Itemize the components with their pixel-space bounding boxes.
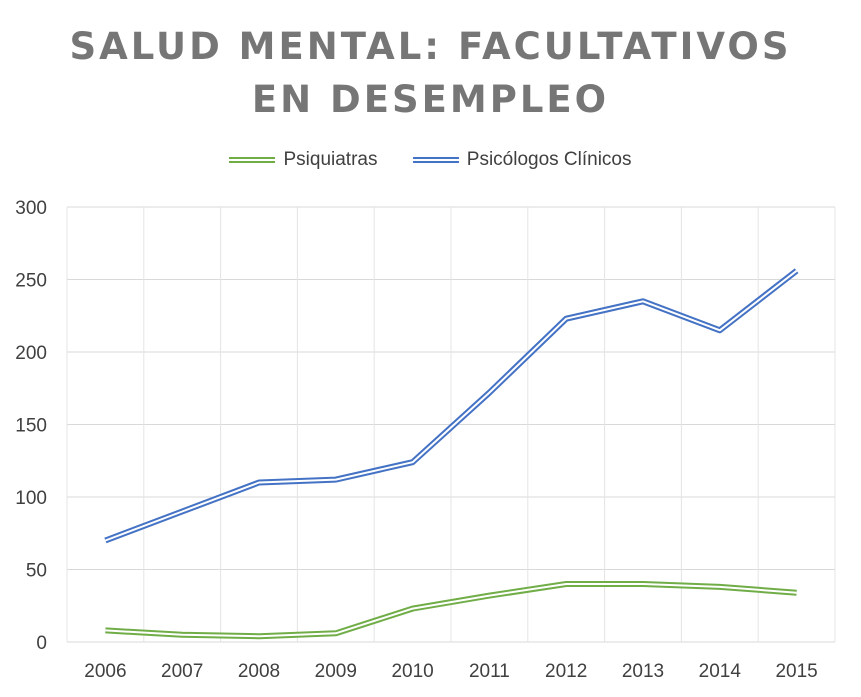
x-tick-label: 2011 [469,661,510,682]
y-tick-label: 0 [36,633,47,654]
y-tick-label: 100 [15,488,47,509]
y-tick-label: 50 [26,561,47,582]
chart-title: SALUD MENTAL: FACULTATIVOS EN DESEMPLEO [0,20,861,126]
legend-label-psiquiatras: Psiquiatras [283,149,378,170]
legend-swatch-psicologos [412,157,459,163]
chart-legend: Psiquiatras Psicólogos Clínicos [0,147,861,171]
x-tick-label: 2012 [545,661,587,682]
series-line-inner-psiquiatras [105,583,797,638]
x-tick-label: 2010 [391,661,433,682]
x-tick-label: 2013 [622,661,664,682]
x-tick-label: 2008 [238,661,280,682]
x-tick-label: 2015 [775,661,817,682]
y-tick-label: 150 [15,416,47,437]
series-line-inner-psicologos [105,270,798,542]
legend-label-psicologos: Psicólogos Clínicos [466,149,632,170]
y-tick-label: 200 [15,343,47,364]
x-tick-label: 2006 [84,661,126,682]
y-tick-label: 250 [15,271,47,292]
chart-title-line-1: SALUD MENTAL: FACULTATIVOS [69,25,792,68]
legend-item-psicologos: Psicólogos Clínicos [412,149,632,171]
legend-item-psiquiatras: Psiquiatras [229,149,377,171]
y-tick-label: 300 [15,198,47,219]
chart-title-line-2: EN DESEMPLEO [251,78,610,121]
x-tick-label: 2009 [315,661,357,682]
legend-swatch-psiquiatras [229,157,276,163]
x-tick-label: 2014 [699,661,742,682]
x-tick-label: 2007 [161,661,203,682]
